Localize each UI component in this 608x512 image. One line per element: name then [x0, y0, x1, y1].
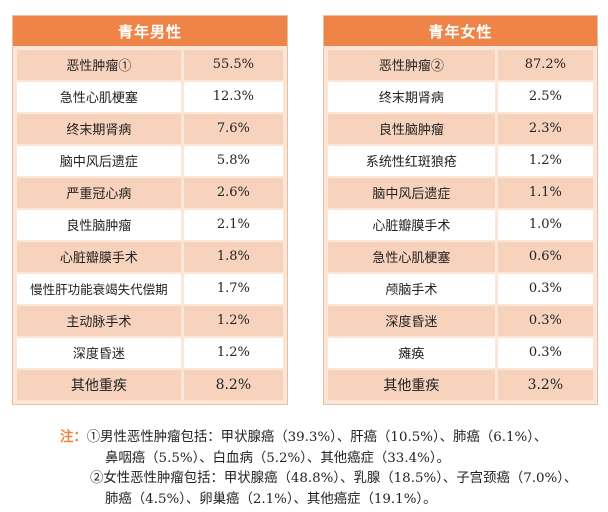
- disease-percent: 12.3%: [183, 82, 283, 112]
- table-row: 严重冠心病 2.6%: [17, 178, 283, 208]
- disease-percent: 1.7%: [183, 274, 283, 304]
- table-row: 瘫痪 0.3%: [328, 338, 593, 368]
- table-row: 慢性肝功能衰竭失代偿期 1.7%: [17, 274, 283, 304]
- table-row: 急性心肌梗塞 12.3%: [17, 82, 283, 112]
- table-row: 脑中风后遗症 5.8%: [17, 146, 283, 176]
- disease-name: 其他重疾: [328, 370, 495, 400]
- disease-percent: 2.3%: [497, 114, 593, 144]
- disease-name: 脑中风后遗症: [17, 146, 181, 176]
- table-row: 系统性红斑狼疮 1.2%: [328, 146, 593, 176]
- male-table: 青年男性 恶性肿瘤① 55.5% 急性心肌梗塞 12.3% 终末期肾病 7.6%…: [12, 15, 288, 405]
- table-row: 恶性肿瘤① 55.5%: [17, 50, 283, 80]
- disease-name: 恶性肿瘤②: [328, 50, 495, 80]
- disease-name: 终末期肾病: [328, 82, 495, 112]
- disease-name: 恶性肿瘤①: [17, 50, 181, 80]
- disease-name: 心脏瓣膜手术: [328, 210, 495, 240]
- disease-percent: 0.3%: [497, 274, 593, 304]
- disease-percent: 2.6%: [183, 178, 283, 208]
- disease-percent: 0.3%: [497, 338, 593, 368]
- disease-percent: 3.2%: [497, 370, 593, 400]
- disease-percent: 0.6%: [497, 242, 593, 272]
- disease-name: 深度昏迷: [328, 306, 495, 336]
- female-table-body: 恶性肿瘤② 87.2% 终末期肾病 2.5% 良性脑肿瘤 2.3% 系统性红斑狼…: [324, 46, 597, 404]
- disease-percent: 55.5%: [183, 50, 283, 80]
- female-table: 青年女性 恶性肿瘤② 87.2% 终末期肾病 2.5% 良性脑肿瘤 2.3% 系…: [323, 15, 598, 405]
- disease-percent: 1.0%: [497, 210, 593, 240]
- disease-name: 系统性红斑狼疮: [328, 146, 495, 176]
- table-row: 深度昏迷 0.3%: [328, 306, 593, 336]
- disease-percent: 1.1%: [497, 178, 593, 208]
- disease-percent: 2.1%: [183, 210, 283, 240]
- disease-name: 深度昏迷: [17, 338, 181, 368]
- disease-name: 良性脑肿瘤: [328, 114, 495, 144]
- footnote-line-1: 注：①男性恶性肿瘤包括：甲状腺癌（39.3%）、肝癌（10.5%）、肺癌（6.1…: [60, 427, 605, 449]
- disease-percent: 1.2%: [497, 146, 593, 176]
- footnote-male-text: ①男性恶性肿瘤包括：甲状腺癌（39.3%）、肝癌（10.5%）、肺癌（6.1%）…: [86, 430, 548, 445]
- disease-name: 颅脑手术: [328, 274, 495, 304]
- table-row: 恶性肿瘤② 87.2%: [328, 50, 593, 80]
- female-table-title: 青年女性: [324, 16, 597, 46]
- disease-name: 慢性肝功能衰竭失代偿期: [17, 274, 181, 304]
- disease-name: 主动脉手术: [17, 306, 181, 336]
- table-row: 主动脉手术 1.2%: [17, 306, 283, 336]
- disease-name: 终末期肾病: [17, 114, 181, 144]
- disease-name: 脑中风后遗症: [328, 178, 495, 208]
- disease-percent: 7.6%: [183, 114, 283, 144]
- table-row: 良性脑肿瘤 2.3%: [328, 114, 593, 144]
- disease-name: 心脏瓣膜手术: [17, 242, 181, 272]
- table-row: 急性心肌梗塞 0.6%: [328, 242, 593, 272]
- footnote-line-3: ②女性恶性肿瘤包括：甲状腺癌（48.8%）、乳腺（18.5%）、子宫颈癌（7.0…: [90, 471, 578, 486]
- disease-name: 良性脑肿瘤: [17, 210, 181, 240]
- table-row: 终末期肾病 7.6%: [17, 114, 283, 144]
- disease-percent: 1.2%: [183, 338, 283, 368]
- table-row: 脑中风后遗症 1.1%: [328, 178, 593, 208]
- disease-percent: 8.2%: [183, 370, 283, 400]
- table-row: 良性脑肿瘤 2.1%: [17, 210, 283, 240]
- disease-name: 严重冠心病: [17, 178, 181, 208]
- table-row: 其他重疾 3.2%: [328, 370, 593, 400]
- disease-name: 瘫痪: [328, 338, 495, 368]
- table-row: 终末期肾病 2.5%: [328, 82, 593, 112]
- footnote-line-4: 肺癌（4.5%）、卵巢癌（2.1%）、其他癌症（19.1%）。: [105, 491, 437, 507]
- table-row: 颅脑手术 0.3%: [328, 274, 593, 304]
- table-row: 心脏瓣膜手术 1.0%: [328, 210, 593, 240]
- disease-name: 急性心肌梗塞: [17, 82, 181, 112]
- table-row: 其他重疾 8.2%: [17, 370, 283, 400]
- disease-percent: 0.3%: [497, 306, 593, 336]
- disease-percent: 1.8%: [183, 242, 283, 272]
- disease-percent: 2.5%: [497, 82, 593, 112]
- footnote-line-2: 鼻咽癌（5.5%）、白血病（5.2%）、其他癌症（33.4%）。: [105, 450, 450, 466]
- table-row: 深度昏迷 1.2%: [17, 338, 283, 368]
- male-table-body: 恶性肿瘤① 55.5% 急性心肌梗塞 12.3% 终末期肾病 7.6% 脑中风后…: [13, 46, 287, 404]
- male-table-title: 青年男性: [13, 16, 287, 46]
- footnotes: 注：①男性恶性肿瘤包括：甲状腺癌（39.3%）、肝癌（10.5%）、肺癌（6.1…: [60, 427, 605, 510]
- disease-percent: 5.8%: [183, 146, 283, 176]
- disease-name: 其他重疾: [17, 370, 181, 400]
- disease-name: 急性心肌梗塞: [328, 242, 495, 272]
- table-row: 心脏瓣膜手术 1.8%: [17, 242, 283, 272]
- disease-percent: 87.2%: [497, 50, 593, 80]
- footnote-label: 注：: [60, 429, 87, 445]
- disease-percent: 1.2%: [183, 306, 283, 336]
